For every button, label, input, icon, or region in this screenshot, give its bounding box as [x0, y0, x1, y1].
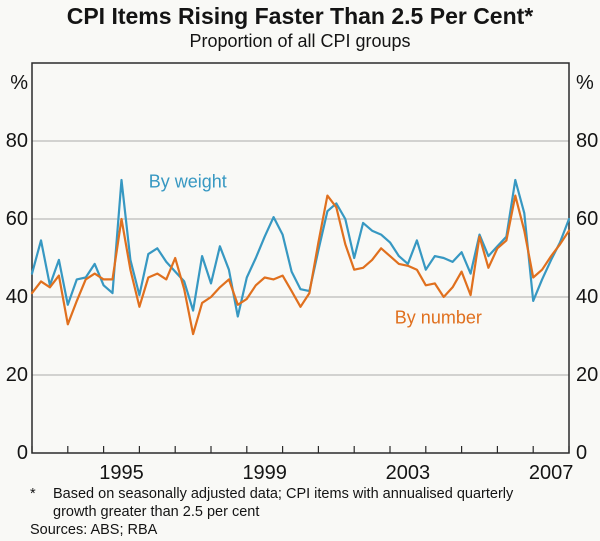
by-weight-line — [30, 178, 571, 318]
y-tick-label-left-0: 0 — [16, 442, 28, 464]
y-tick-label-right-60: 60 — [576, 208, 599, 230]
y-tick-label-left-40: 40 — [5, 286, 28, 308]
y-tick-label-right-80: 80 — [576, 130, 599, 152]
y-tick-label-left-80: 80 — [5, 130, 28, 152]
footnote-star: * — [30, 486, 36, 502]
x-tick-label-2003: 2003 — [385, 462, 431, 484]
plot-frame — [31, 62, 570, 454]
footnote: * Based on seasonally adjusted data; CPI… — [30, 486, 560, 521]
y-tick-label-right-40: 40 — [576, 286, 599, 308]
y-tick-label-left-20: 20 — [5, 364, 28, 386]
y-axis-unit-right: % — [576, 72, 594, 94]
x-tick-label-2007: 2007 — [528, 462, 574, 484]
chart-subtitle: Proportion of all CPI groups — [189, 31, 411, 51]
y-tick-label-right-20: 20 — [576, 364, 599, 386]
series-label-by-number: By number — [394, 307, 482, 328]
y-axis-unit-left: % — [10, 72, 28, 94]
footnote-line1: Based on seasonally adjusted data; CPI i… — [53, 486, 514, 502]
y-tick-label-left-60: 60 — [5, 208, 28, 230]
x-tick-label-1999: 1999 — [242, 462, 287, 484]
x-tick-label-1995: 1995 — [99, 462, 144, 484]
footnote-line2: growth greater than 2.5 per cent — [53, 503, 260, 520]
series-label-by-weight: By weight — [148, 171, 227, 192]
chart-title: CPI Items Rising Faster Than 2.5 Per Cen… — [66, 3, 534, 29]
by-number-line — [30, 194, 571, 336]
y-tick-label-right-0: 0 — [576, 442, 588, 464]
sources-line: Sources: ABS; RBA — [30, 522, 158, 538]
